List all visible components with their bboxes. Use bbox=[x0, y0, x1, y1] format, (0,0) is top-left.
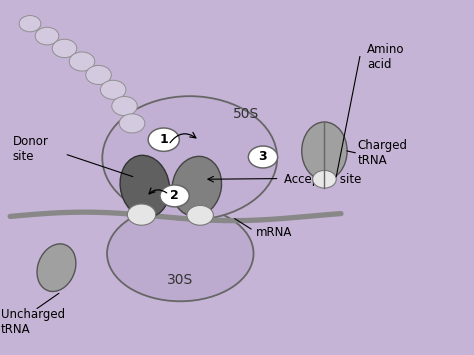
Text: 2: 2 bbox=[170, 189, 179, 202]
Circle shape bbox=[248, 146, 278, 168]
Text: Acceptor site: Acceptor site bbox=[284, 173, 362, 186]
Text: mRNA: mRNA bbox=[256, 226, 292, 239]
Text: Amino
acid: Amino acid bbox=[367, 43, 404, 71]
Circle shape bbox=[52, 39, 77, 58]
Ellipse shape bbox=[102, 96, 277, 220]
Text: 1: 1 bbox=[159, 133, 168, 146]
Text: Donor
site: Donor site bbox=[12, 135, 48, 163]
Circle shape bbox=[35, 27, 59, 45]
Circle shape bbox=[313, 170, 336, 188]
Circle shape bbox=[100, 80, 126, 99]
Text: Uncharged
tRNA: Uncharged tRNA bbox=[0, 308, 65, 337]
Text: 30S: 30S bbox=[167, 273, 193, 287]
Circle shape bbox=[86, 65, 111, 84]
Circle shape bbox=[187, 206, 213, 225]
Ellipse shape bbox=[37, 244, 76, 291]
Circle shape bbox=[69, 52, 95, 71]
Circle shape bbox=[128, 204, 156, 225]
Text: Charged
tRNA: Charged tRNA bbox=[357, 139, 408, 167]
Ellipse shape bbox=[120, 155, 170, 217]
Circle shape bbox=[160, 185, 189, 207]
Circle shape bbox=[148, 128, 179, 151]
Text: 50S: 50S bbox=[233, 107, 260, 121]
Circle shape bbox=[19, 16, 41, 32]
Circle shape bbox=[112, 97, 137, 116]
Circle shape bbox=[119, 114, 145, 133]
Ellipse shape bbox=[302, 122, 347, 180]
Text: 3: 3 bbox=[259, 151, 267, 164]
Ellipse shape bbox=[172, 156, 221, 216]
Ellipse shape bbox=[107, 206, 254, 301]
